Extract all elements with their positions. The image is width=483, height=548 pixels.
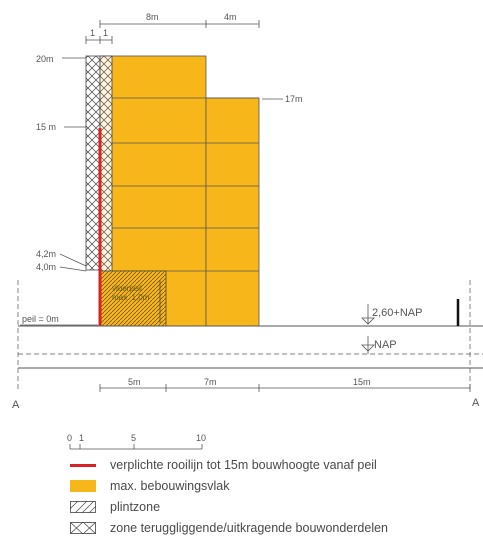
legend-label: max. bebouwingsvlak xyxy=(110,479,230,493)
section-diagram: vloerpeil max. 1,0m 8m 4m 1 1 20m 15 m 1… xyxy=(12,12,483,450)
scale-bar xyxy=(69,444,203,450)
yellow-swatch xyxy=(70,480,96,492)
height-4-0m: 4,0m xyxy=(36,262,56,272)
height-4-2m: 4,2m xyxy=(36,249,56,259)
section-mark-right: A xyxy=(472,397,480,409)
nap-high-label: 2,60+NAP xyxy=(372,307,422,319)
bottom-dimension xyxy=(99,384,471,392)
scale-tick-5: 5 xyxy=(131,433,136,443)
overhang-zone xyxy=(85,55,101,271)
nap-label: NAP xyxy=(374,339,397,351)
dim-1a: 1 xyxy=(90,28,95,38)
ground-lines xyxy=(17,280,483,390)
dim-15m: 15m xyxy=(353,377,371,387)
legend-label: verplichte rooilijn tot 15m bouwhoogte v… xyxy=(110,458,377,472)
legend-label: zone teruggliggende/uitkragende bouwonde… xyxy=(110,521,388,535)
vloerpeil-label: vloerpeil xyxy=(112,284,142,293)
scale-tick-1: 1 xyxy=(79,433,84,443)
legend-item-plinth: plintzone xyxy=(70,499,160,515)
dim-4m: 4m xyxy=(224,12,237,22)
peil-label: peil = 0m xyxy=(22,314,59,324)
dim-7m: 7m xyxy=(204,377,217,387)
dim-5m: 5m xyxy=(128,377,141,387)
section-mark-left: A xyxy=(12,399,20,411)
scale-tick-0: 0 xyxy=(67,433,72,443)
red-line-swatch xyxy=(70,459,96,471)
legend-item-overhang: zone teruggliggende/uitkragende bouwonde… xyxy=(70,520,388,536)
overhang-zone-inner xyxy=(99,55,113,272)
hatch-swatch xyxy=(70,501,96,513)
legend-item-max-volume: max. bebouwingsvlak xyxy=(70,478,230,494)
dim-8m: 8m xyxy=(146,12,159,22)
top-dimension xyxy=(85,20,260,44)
nap-markers xyxy=(361,304,375,354)
scale-tick-10: 10 xyxy=(196,433,206,443)
vloerpeil-max-label: max. 1,0m xyxy=(112,293,150,302)
legend-label: plintzone xyxy=(110,500,161,514)
height-20m: 20m xyxy=(36,54,54,64)
crosshatch-swatch xyxy=(70,522,96,534)
legend-item-building-line: verplichte rooilijn tot 15m bouwhoogte v… xyxy=(70,457,377,473)
dim-1b: 1 xyxy=(103,28,108,38)
height-15m: 15 m xyxy=(36,122,56,132)
height-17m: 17m xyxy=(285,94,303,104)
